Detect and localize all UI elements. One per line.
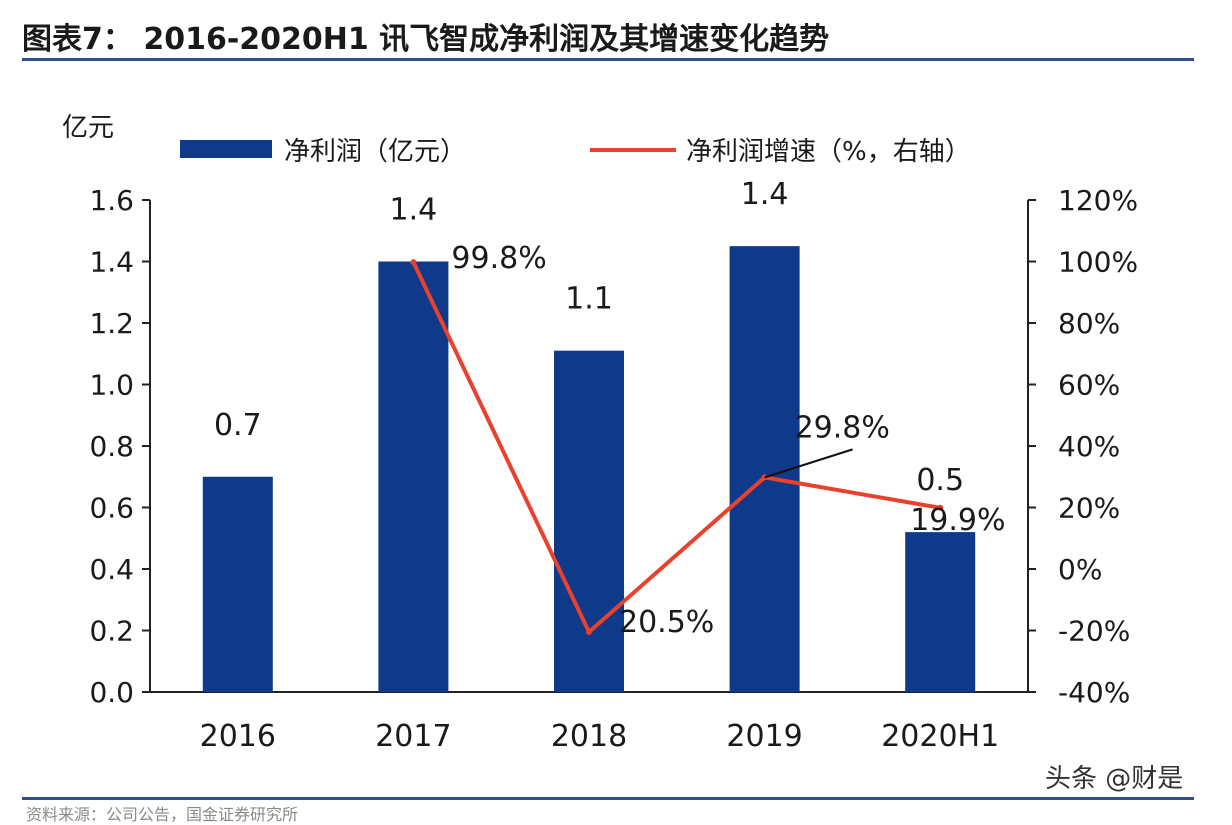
- bar-value-label: 0.5: [916, 463, 964, 498]
- growth-line: [411, 261, 941, 635]
- growth-value-label: 20.5%: [619, 605, 714, 640]
- x-tick-label: 2017: [375, 719, 451, 754]
- right-tick-label: 100%: [1058, 246, 1138, 279]
- left-axis-unit-label: 亿元: [62, 113, 114, 143]
- right-tick-label: 0%: [1058, 553, 1102, 586]
- x-tick-label: 2019: [726, 719, 802, 754]
- legend-swatch-net-profit: [180, 140, 272, 158]
- right-tick-label: 20%: [1058, 492, 1120, 525]
- source-note: 资料来源：公司公告，国金证券研究所: [26, 805, 299, 824]
- bar-value-label: 1.4: [390, 193, 438, 228]
- title-divider: [22, 58, 1194, 61]
- right-tick-label: 60%: [1058, 369, 1120, 402]
- x-tick-label: 2018: [551, 719, 627, 754]
- watermark: 头条 @财是: [1045, 764, 1184, 794]
- growth-point: [937, 504, 944, 511]
- legend-label-growth: 净利润增速（%，右轴）: [686, 137, 971, 167]
- bar-value-label: 1.1: [565, 282, 613, 317]
- growth-value-label: 19.9%: [910, 503, 1005, 538]
- right-tick-label: -40%: [1058, 676, 1130, 709]
- x-axis-ticks: 2016 2017 2018 2019 2020H1: [200, 719, 1000, 754]
- right-tick-label: 120%: [1058, 184, 1138, 217]
- right-tick-label: -20%: [1058, 615, 1130, 648]
- growth-point: [586, 629, 592, 636]
- right-tick-label: 40%: [1058, 430, 1120, 463]
- left-tick-label: 0.8: [89, 430, 134, 463]
- bar-2018: [554, 350, 624, 692]
- bar-2017: [378, 261, 449, 692]
- left-tick-label: 1.4: [89, 246, 134, 279]
- left-tick-label: 0.6: [89, 492, 134, 525]
- left-tick-label: 1.0: [89, 369, 134, 402]
- legend-label-net-profit: 净利润（亿元）: [284, 137, 466, 167]
- bar-2020H1: [905, 532, 976, 692]
- left-tick-label: 1.2: [89, 307, 134, 340]
- growth-value-label: 99.8%: [451, 241, 546, 276]
- bar-value-label: 0.7: [214, 408, 262, 443]
- left-axis-ticks: 0.0 0.2 0.4 0.6 0.8 1.0 1.2 1.4 1.6: [89, 184, 150, 709]
- x-tick-label: 2020H1: [881, 719, 999, 754]
- growth-label-leader: [764, 448, 853, 479]
- left-tick-label: 0.4: [89, 553, 134, 586]
- x-tick-label: 2016: [200, 719, 276, 754]
- bar-2016: [202, 476, 273, 692]
- right-axis-ticks: -40% -20% 0% 20% 40% 60% 80% 100% 120%: [1028, 184, 1138, 709]
- figure-title: 图表7： 2016-2020H1 讯飞智成净利润及其增速变化趋势: [22, 22, 830, 57]
- left-tick-label: 0.0: [89, 676, 134, 709]
- right-tick-label: 80%: [1058, 307, 1120, 340]
- left-tick-label: 0.2: [89, 615, 134, 648]
- growth-point: [410, 259, 417, 266]
- growth-line-series: 99.8% 20.5% 29.8% 19.9%: [410, 241, 1006, 640]
- footer-divider: [22, 797, 1194, 800]
- bar-value-label: 1.4: [741, 177, 789, 212]
- left-tick-label: 1.6: [89, 184, 134, 217]
- growth-value-label: 29.8%: [795, 410, 890, 445]
